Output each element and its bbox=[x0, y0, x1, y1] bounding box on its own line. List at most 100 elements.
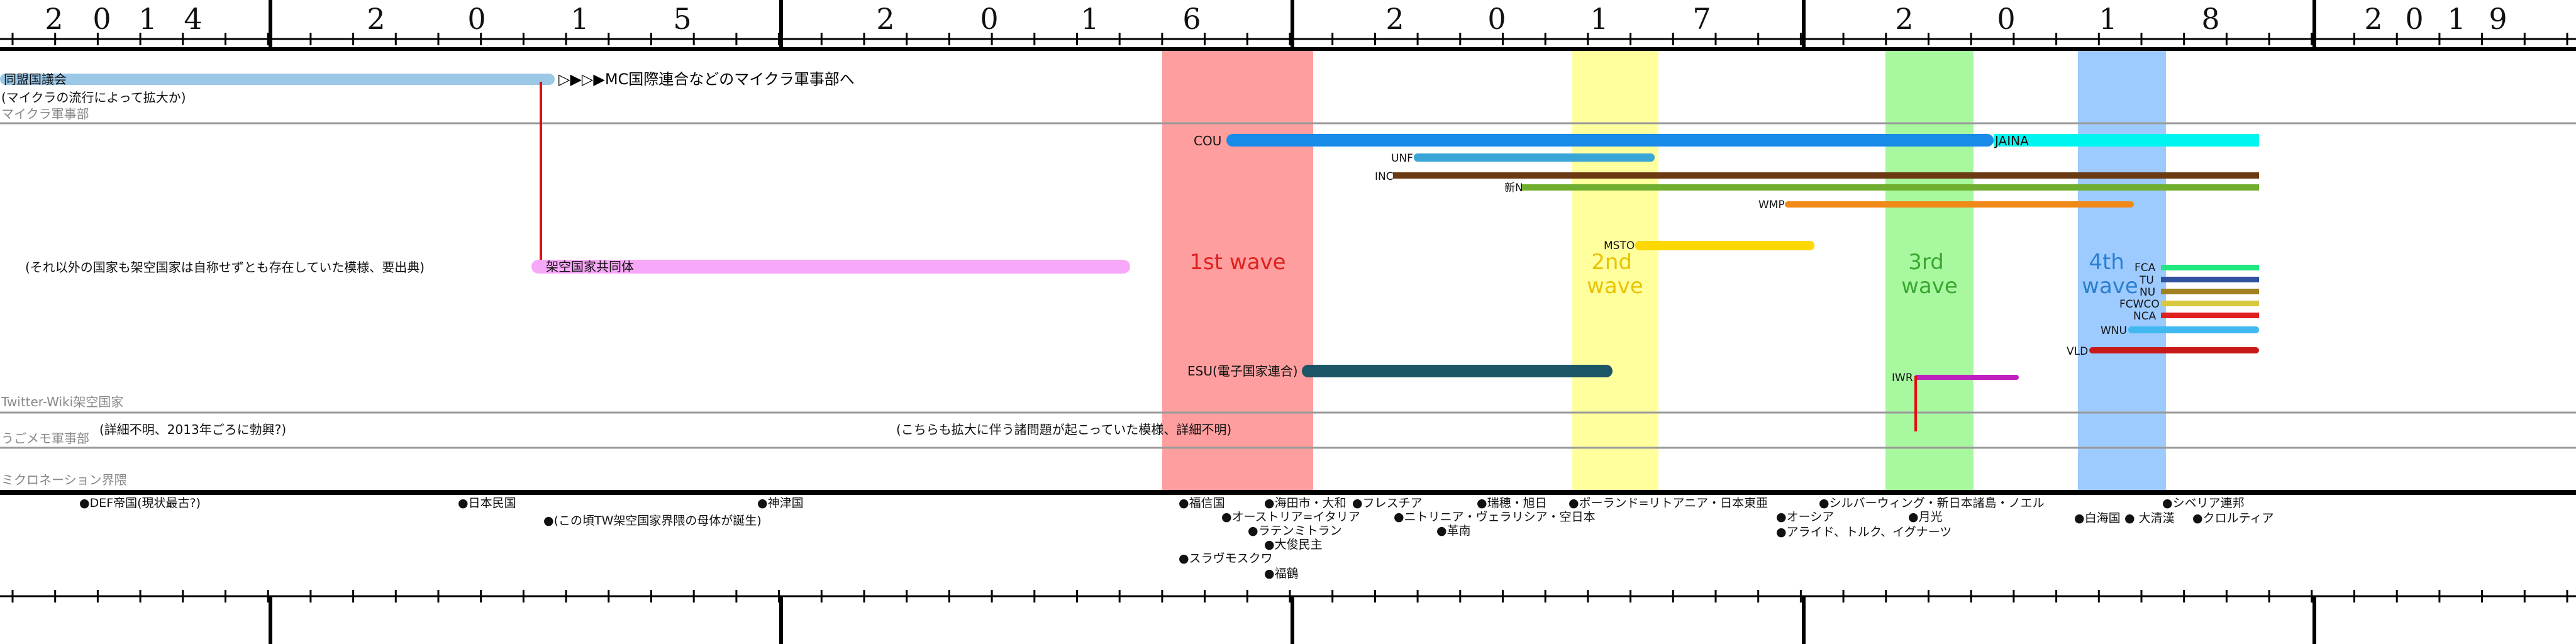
bar-wnu bbox=[2128, 326, 2259, 333]
year-label-digit: 1 bbox=[2099, 2, 2117, 36]
year-label-digit: 0 bbox=[980, 2, 998, 36]
wave-label-1-line-1: 1st wave bbox=[1189, 250, 1285, 275]
alliance-arrow-text: ▷▶▷▶MC国際連合などのマイクラ軍事部へ bbox=[558, 70, 855, 88]
year-label-digit: 2 bbox=[1895, 2, 1913, 36]
bottom-axis bbox=[0, 490, 2576, 644]
event-item: ● 大清漢 bbox=[2124, 511, 2175, 525]
wave-label-1: 1st wave bbox=[1189, 250, 1285, 275]
wave-label-3: 3rd wave bbox=[1901, 250, 1958, 299]
event-item: ●海田市・大和 bbox=[1264, 496, 1346, 510]
section-label-twitter: Twitter-Wiki架空国家 bbox=[1, 394, 123, 409]
event-item: ●スラヴモスクワ bbox=[1179, 552, 1273, 565]
bar-label-tu: TU bbox=[2139, 274, 2154, 287]
year-label-digit: 1 bbox=[138, 2, 157, 36]
bar-label-inc: INC bbox=[1375, 170, 1394, 183]
event-item: ●月光 bbox=[1908, 510, 1943, 524]
bar-nu bbox=[2161, 289, 2259, 294]
year-label-digit: 0 bbox=[92, 2, 111, 36]
bar-label-nu: NU bbox=[2140, 286, 2155, 299]
bar-nca bbox=[2161, 313, 2259, 318]
event-item: ●オーシア bbox=[1776, 510, 1834, 524]
event-item: ●瑞穂・旭日 bbox=[1477, 496, 1547, 510]
year-label-digit: 6 bbox=[1182, 2, 1201, 36]
bar-label-vld: VLD bbox=[2067, 345, 2088, 358]
bar-fcwco bbox=[2161, 301, 2259, 306]
bar-fca bbox=[2161, 265, 2259, 270]
bar-inc bbox=[1393, 172, 2259, 179]
wave-label-4-line-2: wave bbox=[2082, 274, 2138, 299]
wave-label-2-line-2: wave bbox=[1587, 274, 1643, 299]
event-item: ●ニトリニア・ヴェラリシア・空日本 bbox=[1394, 510, 1596, 524]
year-label-digit: 9 bbox=[2489, 2, 2507, 36]
event-item: ●大俊民主 bbox=[1264, 538, 1323, 552]
event-item: ●日本民国 bbox=[458, 496, 516, 510]
wave-label-2-line-1: 2nd bbox=[1591, 250, 1632, 275]
event-item: ●白海国 bbox=[2074, 511, 2121, 525]
bar-label-iwr: IWR bbox=[1892, 372, 1913, 384]
bar-label-fcwco: FCWCO bbox=[2119, 298, 2160, 311]
community-bar bbox=[531, 260, 1130, 274]
ugo-note: (詳細不明、2013年ごろに勃興?) bbox=[99, 422, 286, 437]
bar-label-unf: UNF bbox=[1391, 152, 1413, 165]
section-label-mc: マイクラ軍事部 bbox=[1, 106, 89, 121]
bar-label-esu: ESU(電子国家連合) bbox=[1187, 364, 1298, 379]
year-label-digit: 2 bbox=[367, 2, 385, 36]
event-item: ●ポーランド=リトアニア・日本東亜 bbox=[1568, 496, 1768, 510]
event-item: ●福鶴 bbox=[1264, 567, 1299, 580]
bar-vld bbox=[2089, 347, 2259, 353]
year-label-digit: 2 bbox=[2364, 2, 2382, 36]
bar-label-wmp: WMP bbox=[1758, 199, 1785, 211]
bar-tu bbox=[2161, 277, 2259, 282]
ugo-note-2: (こちらも拡大に伴う諸問題が起こっていた模様、詳細不明) bbox=[896, 422, 1231, 437]
year-label-digit: 1 bbox=[1080, 2, 1099, 36]
event-item: ●ラテンミトラン bbox=[1248, 524, 1342, 538]
bar-esu bbox=[1302, 365, 1613, 377]
event-item: ●オーストリア=イタリア bbox=[1221, 510, 1360, 524]
alliance-bar bbox=[0, 74, 555, 85]
community-note: (それ以外の国家も架空国家は自称せずとも存在していた模様、要出典) bbox=[25, 260, 425, 275]
section-label-ugo: うごメモ軍事部 bbox=[1, 431, 89, 446]
event-item: ●シルバーウィング・新日本諸島・ノエル bbox=[1819, 496, 2045, 510]
alliance-note: (マイクラの流行によって拡大か) bbox=[1, 90, 186, 105]
event-item: ●(この頃TW架空国家界隈の母体が誕生) bbox=[543, 514, 762, 528]
year-label-digit: 1 bbox=[2447, 2, 2465, 36]
bar-label-fca: FCA bbox=[2135, 262, 2156, 274]
year-label-digit: 2 bbox=[1385, 2, 1404, 36]
year-label-digit: 2 bbox=[45, 2, 63, 36]
bar-label-cou: COU bbox=[1194, 133, 1221, 148]
bar-msto bbox=[1635, 241, 1814, 250]
bar-jaina bbox=[1994, 134, 2259, 147]
year-label-digit: 1 bbox=[570, 2, 589, 36]
year-label-digit: 1 bbox=[1590, 2, 1608, 36]
bar-label-wnu: WNU bbox=[2101, 325, 2127, 337]
year-label-digit: 0 bbox=[1487, 2, 1506, 36]
wave-label-3-line-2: wave bbox=[1901, 274, 1958, 299]
bar-label-msto: MSTO bbox=[1604, 240, 1635, 252]
bar-wmp bbox=[1785, 201, 2134, 208]
wave-label-4-line-1: 4th bbox=[2089, 250, 2124, 275]
community-label: 架空国家共同体 bbox=[546, 259, 634, 274]
wave-label-2: 2nd wave bbox=[1587, 250, 1643, 299]
section-label-micro: ミクロネーション界隈 bbox=[1, 472, 127, 487]
event-item: ●福信国 bbox=[1179, 496, 1225, 510]
year-label-digit: 2 bbox=[876, 2, 894, 36]
bar-label-nca: NCA bbox=[2133, 310, 2157, 323]
event-item: ●フレスチア bbox=[1352, 496, 1423, 510]
event-item: ●DEF帝国(現状最古?) bbox=[79, 496, 201, 510]
year-label-digit: 5 bbox=[673, 2, 691, 36]
bar-shin-n bbox=[1522, 184, 2259, 191]
event-item: ●神津国 bbox=[757, 496, 804, 510]
year-label-digit: 4 bbox=[184, 2, 202, 36]
bar-label-jaina: JAINA bbox=[1994, 133, 2029, 148]
bar-label-shin-n: 新N bbox=[1504, 182, 1523, 194]
event-item: ●シベリア連邦 bbox=[2162, 496, 2245, 510]
wave-label-4: 4th wave bbox=[2082, 250, 2138, 299]
year-label-digit: 0 bbox=[1997, 2, 2015, 36]
bar-iwr bbox=[1914, 375, 2019, 380]
event-item: ●革南 bbox=[1436, 524, 1471, 538]
alliance-label: 同盟国議会 bbox=[4, 72, 67, 87]
event-item: ●クロルティア bbox=[2192, 511, 2273, 525]
year-label-digit: 0 bbox=[2405, 2, 2423, 36]
